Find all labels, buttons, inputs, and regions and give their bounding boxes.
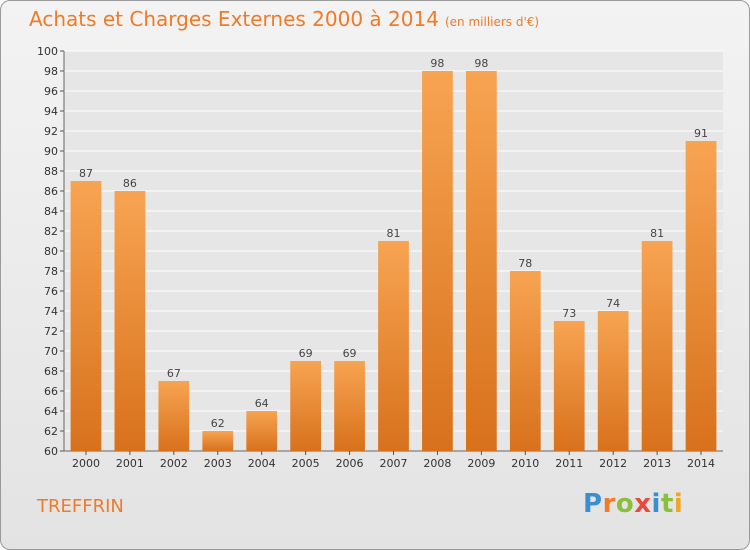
data-label: 69 [299, 347, 313, 360]
x-tick-label: 2000 [72, 457, 100, 470]
bar [202, 431, 234, 451]
y-tick-label: 66 [44, 385, 58, 398]
bar [465, 71, 497, 451]
x-tick-label: 2006 [336, 457, 364, 470]
y-tick-label: 68 [44, 365, 58, 378]
bar [509, 271, 541, 451]
bar [246, 411, 278, 451]
y-tick-label: 86 [44, 185, 58, 198]
y-tick-label: 94 [44, 105, 58, 118]
data-label: 64 [255, 397, 269, 410]
y-tick-label: 82 [44, 225, 58, 238]
bar [334, 361, 365, 451]
data-label: 81 [387, 227, 401, 240]
x-tick-label: 2014 [687, 457, 715, 470]
bar [290, 361, 322, 451]
data-label: 67 [167, 367, 181, 380]
x-tick-label: 2004 [248, 457, 276, 470]
bar [422, 71, 453, 451]
x-tick-label: 2001 [116, 457, 144, 470]
data-label: 86 [123, 177, 137, 190]
y-tick-label: 76 [44, 285, 58, 298]
chart-title: Achats et Charges Externes 2000 à 2014 (e… [29, 7, 539, 31]
y-tick-label: 88 [44, 165, 58, 178]
bar [597, 311, 629, 451]
logo-letter: i [651, 489, 661, 519]
y-tick-label: 100 [37, 45, 58, 58]
y-tick-label: 64 [44, 405, 58, 418]
bar [378, 241, 409, 451]
data-label: 98 [474, 57, 488, 70]
y-tick-label: 92 [44, 125, 58, 138]
bar [641, 241, 673, 451]
y-tick-label: 90 [44, 145, 58, 158]
logo-letter: r [602, 489, 616, 519]
data-label: 91 [694, 127, 708, 140]
x-tick-label: 2002 [160, 457, 188, 470]
logo-letter: o [615, 489, 635, 519]
y-tick-label: 80 [44, 245, 58, 258]
data-label: 98 [430, 57, 444, 70]
data-label: 69 [343, 347, 357, 360]
y-tick-label: 98 [44, 65, 58, 78]
y-tick-label: 60 [44, 445, 58, 458]
x-tick-label: 2005 [292, 457, 320, 470]
y-tick-label: 78 [44, 265, 58, 278]
x-tick-label: 2007 [380, 457, 408, 470]
logo-letter: P [583, 489, 603, 519]
x-tick-label: 2010 [511, 457, 539, 470]
bar [158, 381, 190, 451]
data-label: 62 [211, 417, 225, 430]
y-tick-label: 84 [44, 205, 58, 218]
data-label: 78 [518, 257, 532, 270]
x-tick-label: 2008 [423, 457, 451, 470]
chart-unit: (en milliers d'€) [444, 15, 540, 29]
logo-letter: t [660, 489, 674, 519]
bar [685, 141, 717, 451]
x-tick-label: 2012 [599, 457, 627, 470]
x-tick-label: 2003 [204, 457, 232, 470]
bar [114, 191, 146, 451]
logo-letter: i [673, 489, 684, 519]
x-tick-label: 2009 [467, 457, 495, 470]
data-label: 87 [79, 167, 93, 180]
data-label: 81 [650, 227, 664, 240]
y-tick-label: 72 [44, 325, 58, 338]
x-tick-label: 2011 [555, 457, 583, 470]
y-tick-label: 74 [44, 305, 58, 318]
proxiti-logo[interactable]: Proxiti [583, 489, 683, 519]
x-tick-label: 2013 [643, 457, 671, 470]
bar [70, 181, 102, 451]
y-tick-label: 96 [44, 85, 58, 98]
bar [553, 321, 585, 451]
chart-title-text: Achats et Charges Externes 2000 à 2014 [29, 7, 439, 31]
logo-letter: x [634, 489, 652, 519]
data-label: 73 [562, 307, 576, 320]
data-label: 74 [606, 297, 620, 310]
location-name: TREFFRIN [37, 496, 124, 517]
y-tick-label: 70 [44, 345, 58, 358]
y-tick-label: 62 [44, 425, 58, 438]
